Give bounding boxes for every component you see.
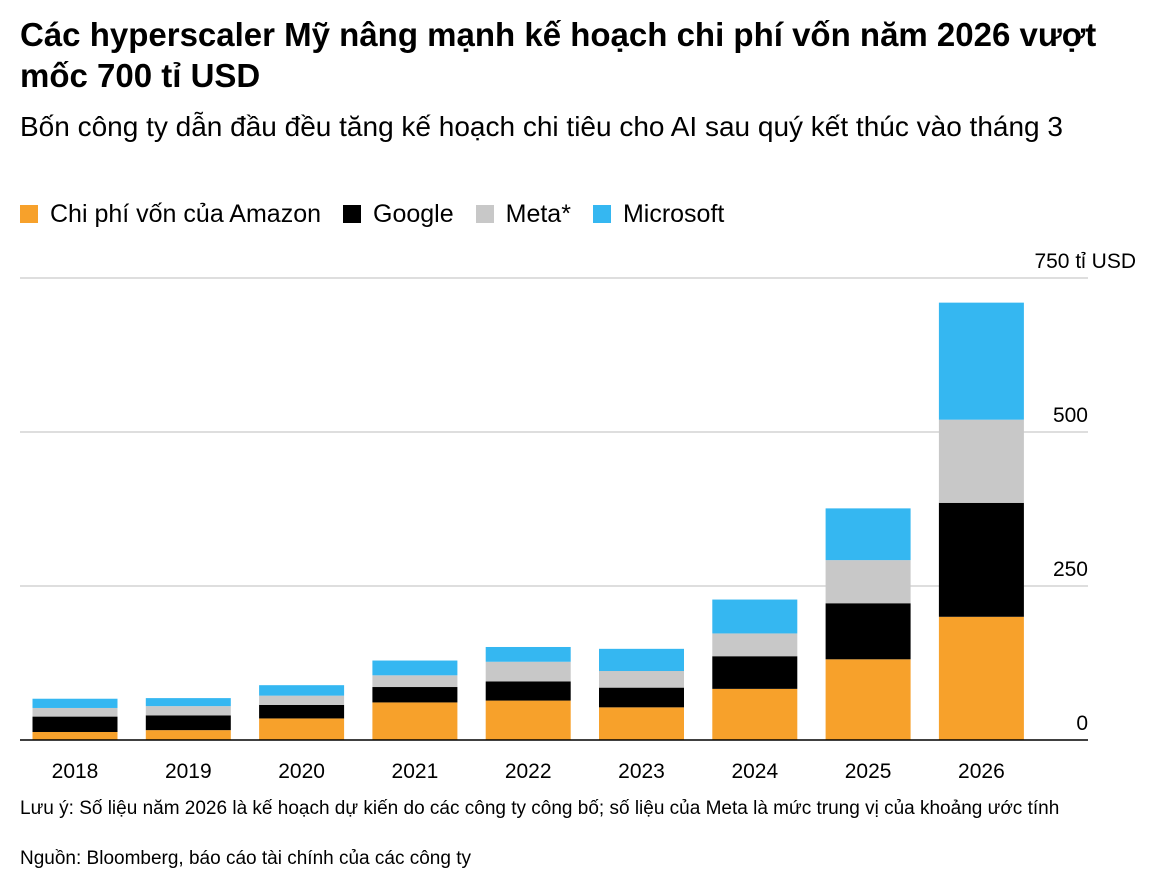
bar-segment xyxy=(145,706,231,716)
bar-segment xyxy=(32,707,118,717)
bar-segment xyxy=(32,698,118,708)
bar-segment xyxy=(485,646,571,662)
bar-segment xyxy=(712,633,798,657)
y-tick-label: 500 xyxy=(1053,404,1088,427)
x-tick-label: 2023 xyxy=(618,760,665,783)
legend-swatch xyxy=(343,205,361,223)
bar-segment xyxy=(938,502,1024,617)
stacked-bar-chart: 0 250 500 750 tỉ USD 2018 2019 2020 2021 2022 202… xyxy=(20,250,1136,783)
bar-segment xyxy=(712,599,798,634)
y-tick-label: 0 xyxy=(1076,712,1088,735)
bar-segment xyxy=(485,661,571,682)
chart-source: Nguồn: Bloomberg, báo cáo tài chính của … xyxy=(20,848,471,869)
bar-segment xyxy=(825,508,911,561)
x-tick-label: 2021 xyxy=(392,760,439,783)
legend: Chi phí vốn của Amazon Google Meta* Microso… xyxy=(20,196,746,232)
legend-item: Microsoft xyxy=(592,199,725,229)
bar-segment xyxy=(712,688,798,740)
bar-segment xyxy=(485,681,571,701)
legend-swatch xyxy=(592,205,611,223)
y-tick-label: 750 tỉ USD xyxy=(1034,250,1136,273)
bar-segment xyxy=(938,419,1024,503)
bar-segment xyxy=(938,302,1024,420)
bar-segment xyxy=(259,685,345,696)
legend-label: Meta* xyxy=(505,199,571,228)
x-tick-label: 2020 xyxy=(278,760,325,783)
bar-segment xyxy=(145,698,231,707)
bar-segment xyxy=(825,659,911,740)
x-tick-label: 2019 xyxy=(165,760,212,783)
x-tick-label: 2025 xyxy=(845,760,892,783)
legend-label: Chi phí vốn của Amazon xyxy=(50,199,321,228)
bar-segment xyxy=(825,560,911,604)
x-tick-label: 2018 xyxy=(52,760,99,783)
bar-segment xyxy=(32,731,118,740)
bar-segment xyxy=(372,660,458,676)
bar-segment xyxy=(259,718,345,740)
bar-segment xyxy=(259,704,345,719)
bar-segment xyxy=(485,700,571,740)
bar-segment xyxy=(599,707,684,740)
legend-label: Microsoft xyxy=(622,199,725,228)
bar-segment xyxy=(32,716,118,732)
y-tick-label: 250 xyxy=(1053,558,1088,581)
bar-segment xyxy=(599,687,684,708)
x-tick-label: 2026 xyxy=(958,760,1005,783)
legend-label: Google xyxy=(373,199,454,228)
bar-segment xyxy=(372,687,458,703)
legend-item: Google xyxy=(343,200,454,229)
chart-title: Các hyperscaler Mỹ nâng mạnh kế hoạch ch… xyxy=(20,16,1097,94)
bar-segment xyxy=(825,603,911,660)
chart-note: Lưu ý: Số liệu năm 2026 là kế hoạch dự k… xyxy=(20,798,1060,819)
bar-segment xyxy=(372,702,458,740)
bar-segment xyxy=(145,715,231,731)
bar-segment xyxy=(938,616,1024,740)
bar-segment xyxy=(599,671,684,688)
x-tick-label: 2022 xyxy=(505,760,552,783)
bar-segment xyxy=(712,656,798,689)
bar-segment xyxy=(259,695,345,705)
bar-segment xyxy=(599,648,684,672)
legend-item: Meta* xyxy=(475,199,571,229)
bar-segment xyxy=(145,730,231,740)
legend-swatch xyxy=(20,205,38,223)
bar-segment xyxy=(372,675,458,688)
legend-item: Chi phí vốn của Amazon xyxy=(20,200,321,229)
legend-swatch xyxy=(475,205,494,223)
chart-subtitle: Bốn công ty dẫn đầu đều tăng kế hoạch ch… xyxy=(20,111,1063,142)
x-tick-label: 2024 xyxy=(731,760,778,783)
